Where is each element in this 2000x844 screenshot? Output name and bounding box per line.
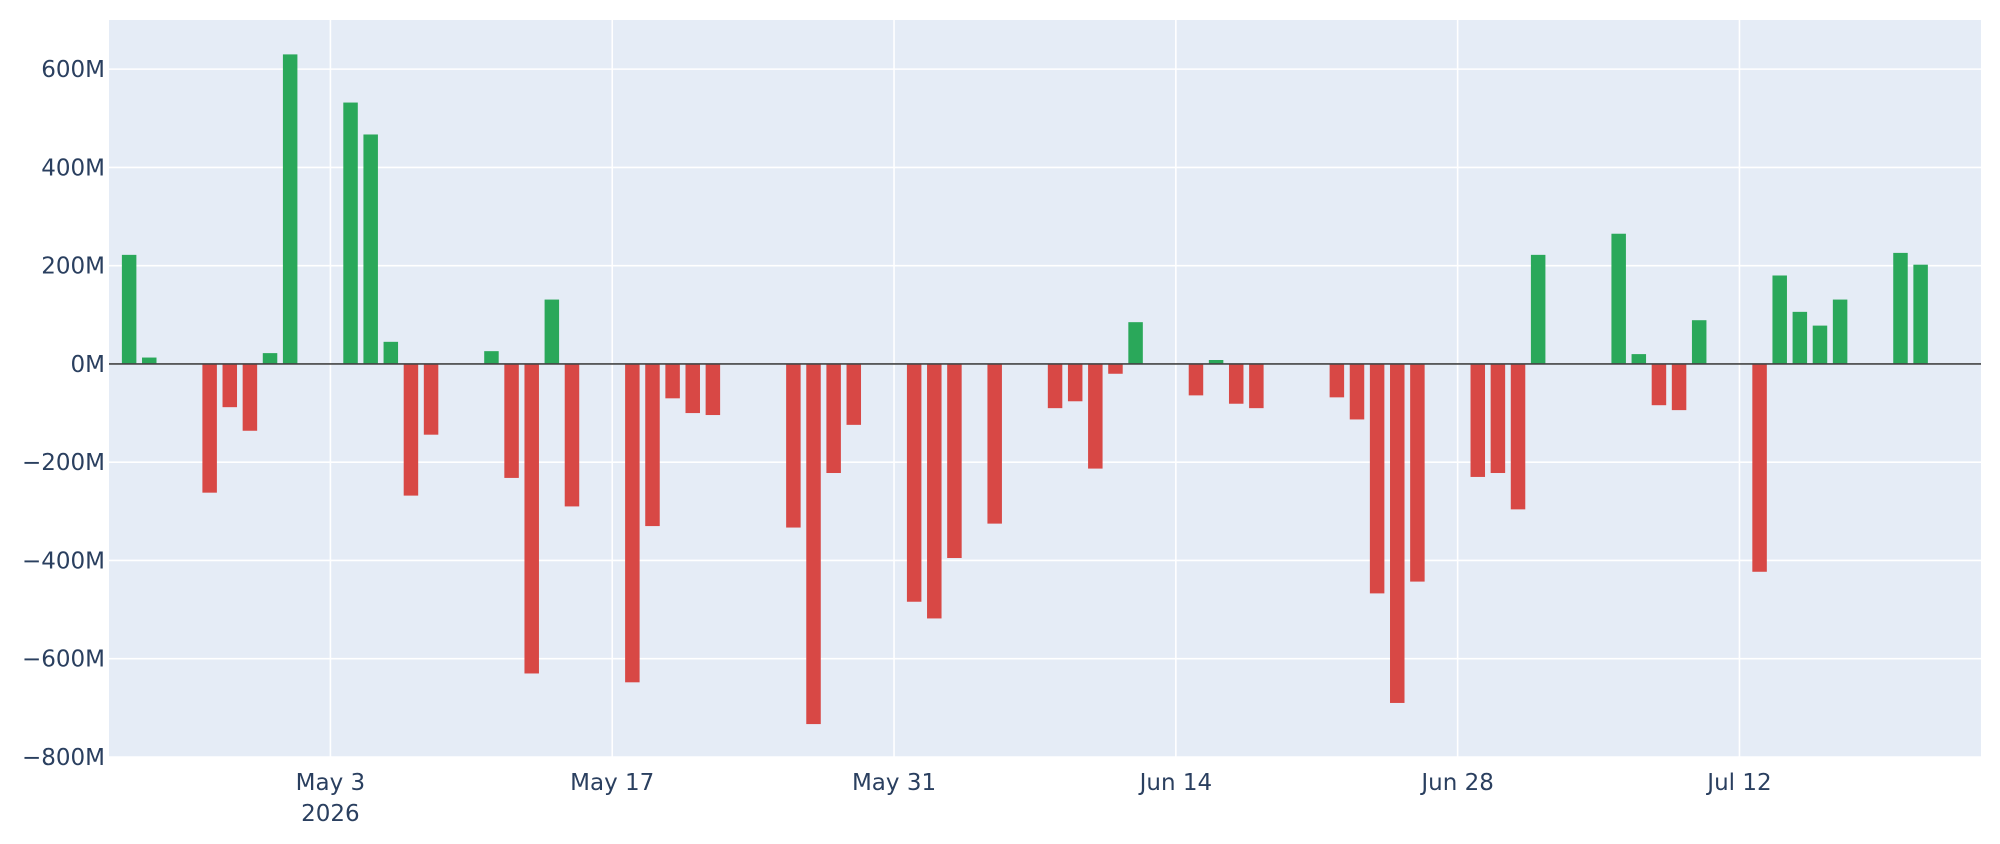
bar-negative (1228, 363, 1244, 404)
bar-negative (1752, 363, 1767, 572)
bar-negative (685, 363, 700, 414)
bar-positive (1913, 264, 1928, 364)
bar-negative (906, 363, 922, 602)
bar-negative (1249, 363, 1264, 409)
bar-positive (1530, 254, 1546, 364)
bar-negative (846, 363, 862, 425)
y-tick-label: −200M (22, 450, 105, 476)
bar-negative (524, 363, 539, 674)
x-tick-label: Jul 12 (1705, 770, 1771, 796)
gridlines (109, 20, 1981, 758)
bar-negative (665, 363, 680, 399)
bar-negative (806, 363, 821, 725)
y-tick-label: 0M (71, 352, 105, 378)
plot-area-background (109, 20, 1981, 757)
x-tick-label: Jun 28 (1419, 770, 1494, 796)
bar-positive (142, 357, 157, 364)
bar-positive (363, 134, 378, 364)
bar-negative (1410, 363, 1425, 582)
bar-negative (1108, 363, 1123, 374)
bar-negative (1188, 363, 1204, 396)
bar-positive (383, 341, 399, 364)
bar-positive (1128, 322, 1143, 364)
x-tick-label: May 31 (852, 770, 936, 796)
bar-negative (1067, 363, 1083, 402)
bar-negative (927, 363, 942, 619)
bar-negative (826, 363, 841, 474)
bar-positive (1832, 299, 1848, 364)
bar-negative (423, 363, 439, 435)
bar-negative (1088, 363, 1103, 469)
bar-negative (242, 363, 258, 431)
bar-negative (1390, 363, 1405, 703)
bar-positive (262, 353, 278, 364)
bar-positive (1691, 320, 1707, 364)
bar-negative (705, 363, 721, 416)
y-tick-label: −800M (22, 745, 105, 771)
bar-negative (947, 363, 962, 559)
y-tick-label: −600M (22, 647, 105, 673)
bar-negative (1329, 363, 1345, 398)
bar-negative (1490, 363, 1506, 474)
bar-negative (987, 363, 1002, 524)
bar-positive (1208, 360, 1224, 364)
bar-positive (544, 299, 560, 364)
bar-positive (1772, 275, 1787, 364)
y-tick-label: 200M (41, 254, 105, 280)
bar-positive (1893, 252, 1908, 364)
bar-negative (1349, 363, 1365, 420)
bar-negative (645, 363, 660, 527)
bars (121, 54, 1928, 725)
bar-negative (564, 363, 580, 507)
y-axis-tick-labels: 600M 400M 200M 0M −200M −400M −600M −800M (22, 57, 105, 771)
bar-negative (1369, 363, 1385, 594)
bar-negative (222, 363, 238, 408)
bar-negative (786, 363, 801, 528)
x-tick-label: Jun 14 (1138, 770, 1213, 796)
x-tick-label: May 3 (296, 770, 366, 796)
bar-positive (1611, 233, 1626, 364)
y-tick-label: −400M (22, 548, 105, 574)
bar-negative (1671, 363, 1687, 411)
bar-negative (202, 363, 217, 493)
x-axis-tick-labels: May 3 2026 May 17 May 31 Jun 14 Jun 28 Jul 12 (296, 770, 1772, 827)
x-tick-year-label: 2026 (301, 801, 360, 827)
bar-positive (1812, 325, 1828, 364)
bar-positive (343, 102, 358, 364)
bar-negative (403, 363, 419, 496)
bar-negative (1651, 363, 1667, 406)
y-tick-label: 400M (41, 155, 105, 181)
bar-negative (1470, 363, 1486, 477)
y-tick-label: 600M (41, 57, 105, 83)
bar-positive (282, 54, 298, 364)
x-tick-label: May 17 (570, 770, 654, 796)
bar-positive (484, 351, 499, 364)
bar-negative (1047, 363, 1063, 409)
bar-negative (504, 363, 519, 478)
bar-positive (121, 254, 137, 364)
bar-negative (625, 363, 640, 683)
bar-negative (1510, 363, 1526, 510)
bar-positive (1792, 311, 1808, 364)
bar-positive (1631, 354, 1647, 364)
